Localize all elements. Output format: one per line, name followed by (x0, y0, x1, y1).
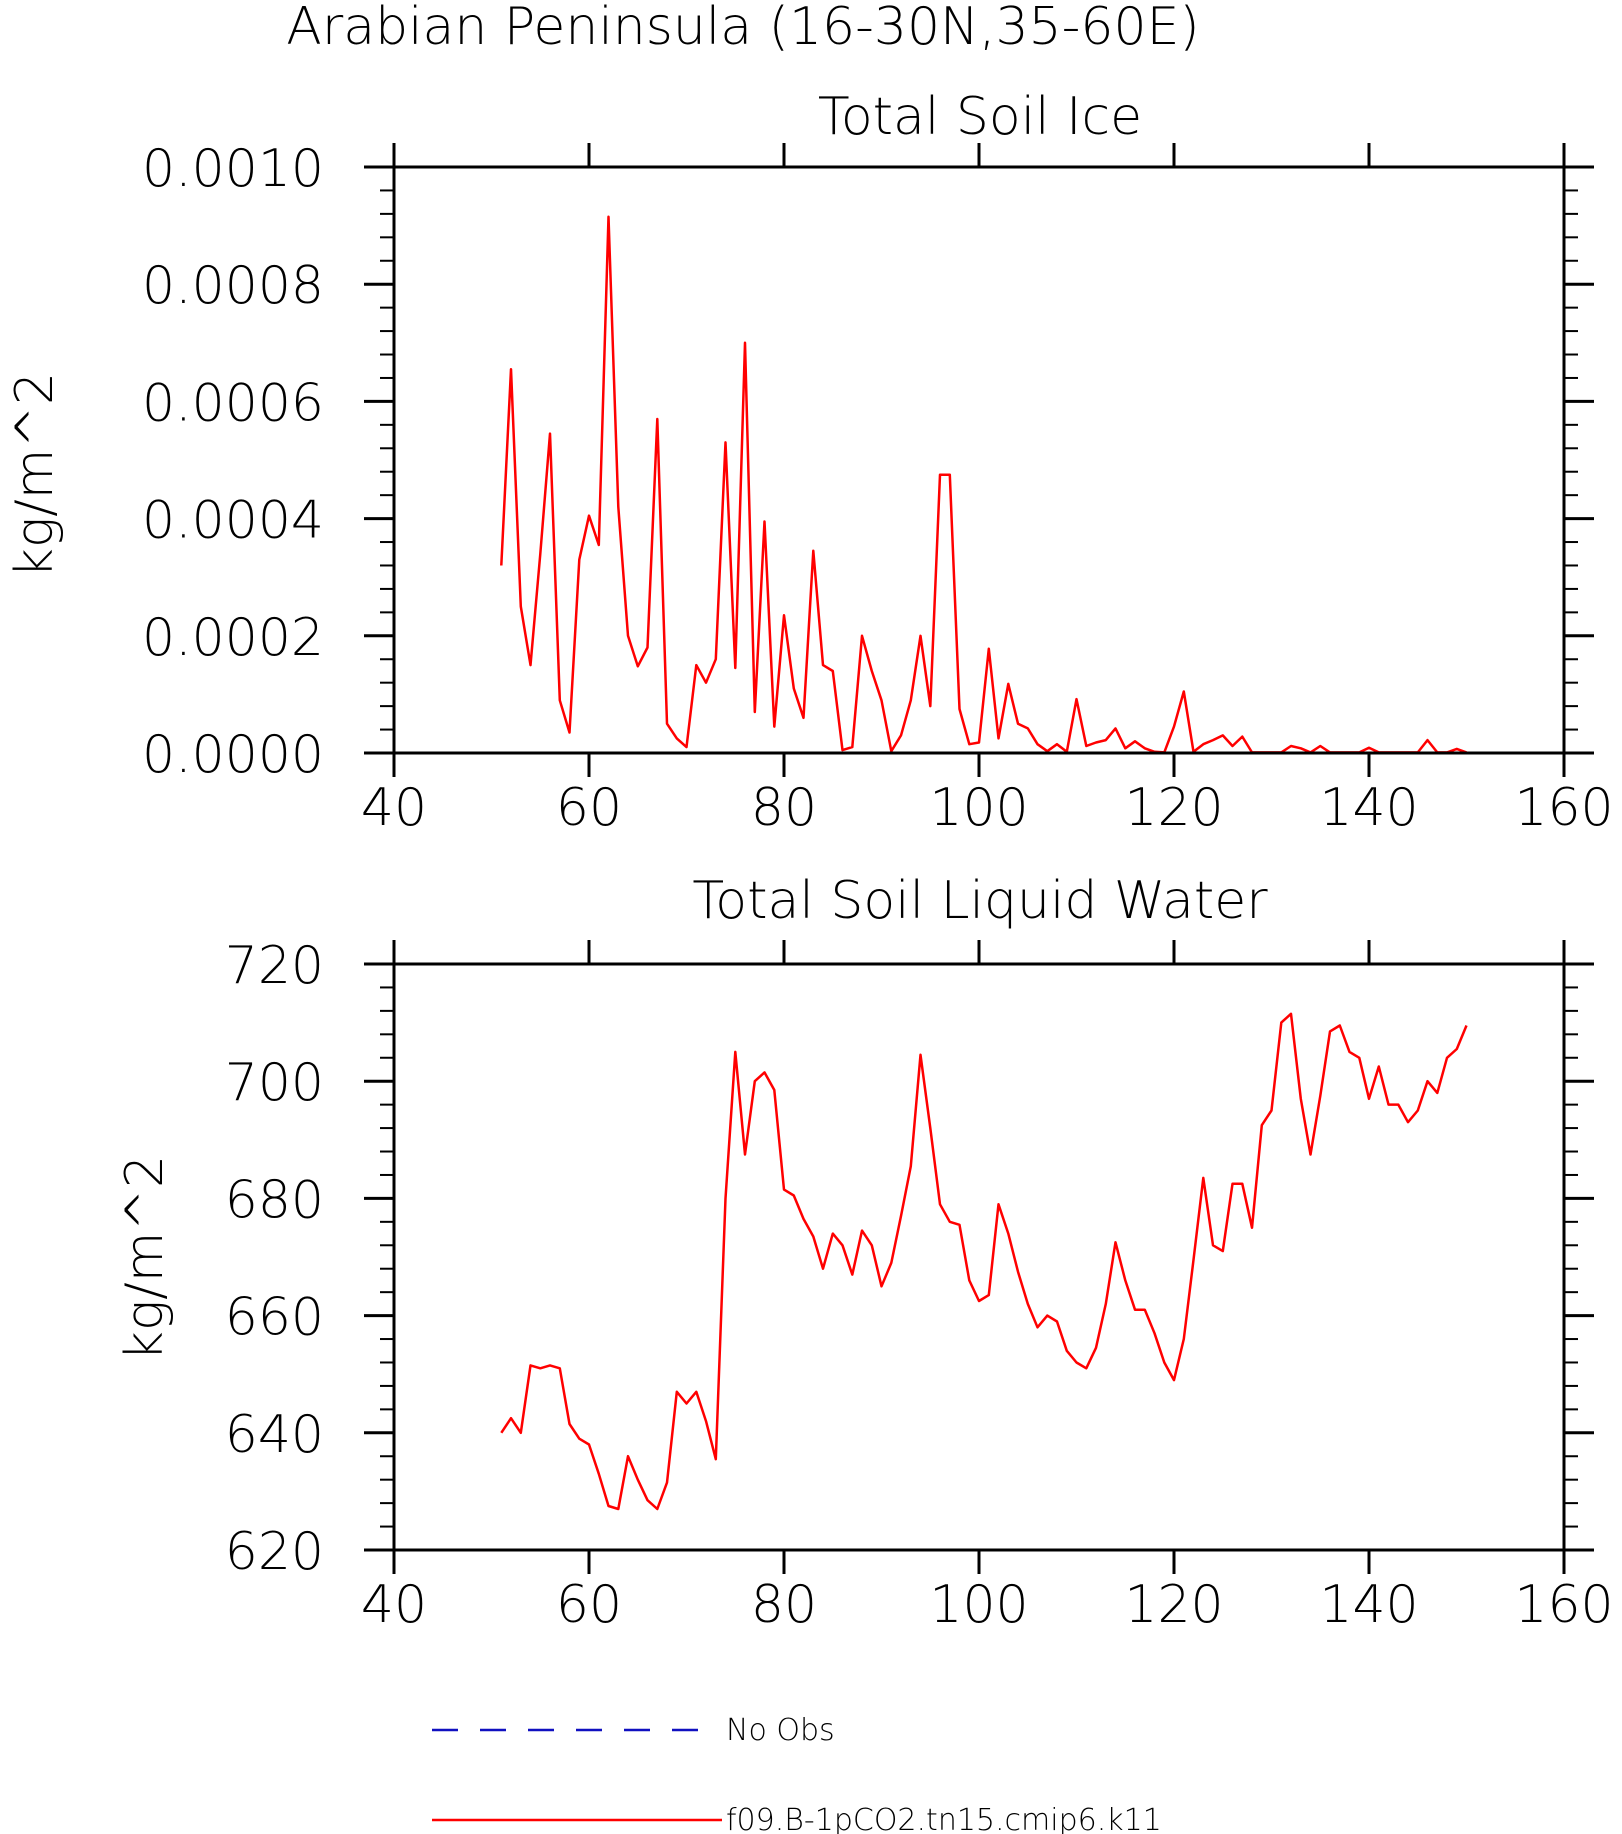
x-tick-label: 40 (361, 778, 427, 838)
y-tick-label: 0.0002 (142, 608, 324, 668)
series-layer (500, 1012, 1468, 1511)
y-tick-label: 620 (225, 1522, 324, 1582)
chart-total-soil-liquid-water: Total Soil Liquid Water kg/m^2 40 60 80 100… (115, 871, 1614, 1635)
plot-frame (392, 962, 1566, 1552)
y-tick-label: 720 (225, 936, 324, 996)
x-tick-label: 140 (1319, 778, 1418, 838)
x-tick-label: 160 (1514, 1575, 1613, 1635)
x-tick-label: 160 (1514, 778, 1613, 838)
x-tick-label: 60 (556, 1575, 622, 1635)
axis-ticks: 40 60 80 100 120 140 160 620 640 660 680 700 720 (225, 936, 1614, 1635)
legend: No Obs f09.B-1pCO2.tn15.cmip6.k11 (432, 1713, 1162, 1834)
x-tick-label: 40 (361, 1575, 427, 1635)
series-layer (500, 215, 1467, 754)
x-tick-label: 60 (556, 778, 622, 838)
series-line (500, 1012, 1468, 1511)
chart-total-soil-ice: Total Soil Ice kg/m^2 40 60 80 100 120 140 160… (5, 87, 1614, 838)
legend-label-no-obs: No Obs (726, 1713, 835, 1748)
figure-title: Arabian Peninsula (16-30N,35-60E) (286, 0, 1199, 57)
x-tick-label: 120 (1124, 778, 1223, 838)
x-tick-label: 100 (929, 1575, 1028, 1635)
series-line (500, 215, 1467, 754)
y-tick-label: 640 (225, 1405, 324, 1465)
y-tick-label: 0.0008 (142, 256, 324, 316)
legend-label-model: f09.B-1pCO2.tn15.cmip6.k11 (726, 1803, 1162, 1834)
y-tick-label: 660 (225, 1288, 324, 1348)
x-tick-label: 140 (1319, 1575, 1418, 1635)
y-tick-label: 700 (225, 1053, 324, 1113)
y-axis-label: kg/m^2 (5, 372, 65, 578)
x-tick-label: 80 (751, 1575, 817, 1635)
x-tick-label: 100 (929, 778, 1028, 838)
y-tick-label: 0.0000 (142, 725, 324, 785)
axis-ticks: 40 60 80 100 120 140 160 0.0000 0.0002 0.0004 0.00… (142, 139, 1614, 838)
plot-frame (392, 165, 1566, 755)
x-tick-label: 120 (1124, 1575, 1223, 1635)
chart-title: Total Soil Liquid Water (692, 871, 1268, 931)
y-tick-label: 0.0004 (142, 491, 324, 551)
chart-title: Total Soil Ice (818, 87, 1142, 147)
y-axis-label: kg/m^2 (115, 1155, 175, 1361)
y-tick-label: 0.0010 (142, 139, 324, 199)
y-tick-label: 0.0006 (142, 373, 324, 433)
x-tick-label: 80 (751, 778, 817, 838)
y-tick-label: 680 (225, 1170, 324, 1230)
